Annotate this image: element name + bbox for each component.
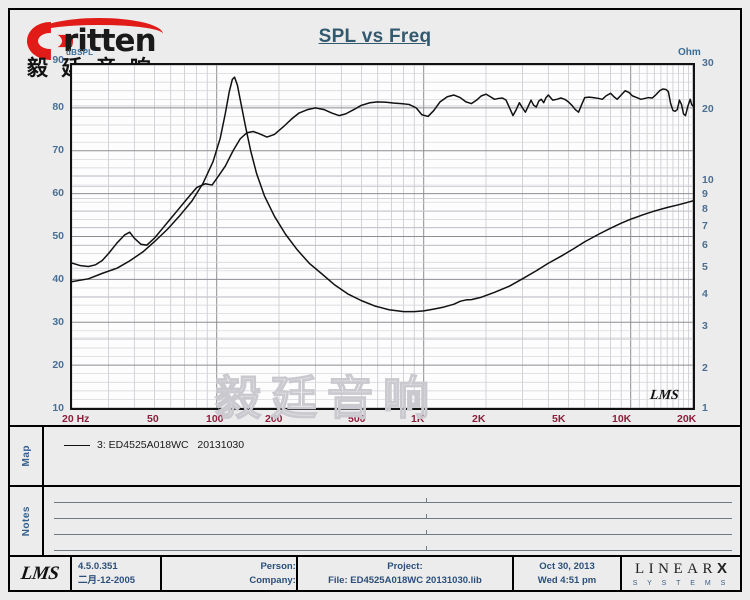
legend-item[interactable]: 3: ED4525A018WC 20131030	[64, 439, 244, 451]
file-label: File: ED4525A018WC 20131030.lib	[328, 574, 482, 586]
x-tick: 50	[147, 413, 159, 425]
x-tick: 20 Hz	[62, 413, 90, 425]
y-right-tick: 2	[702, 362, 708, 374]
notes-panel: Notes	[10, 487, 740, 557]
map-legend-area[interactable]: 3: ED4525A018WC 20131030	[44, 427, 740, 485]
y-right-tick: 7	[702, 220, 708, 232]
note-divider-tick	[426, 498, 427, 503]
note-rule	[54, 534, 732, 535]
notes-text-area[interactable]	[44, 487, 740, 555]
plot-canvas	[72, 65, 693, 408]
y-right-tick: 20	[702, 103, 714, 115]
note-divider-tick	[426, 530, 427, 535]
y-right-tick: 30	[702, 57, 714, 69]
note-divider-tick	[426, 514, 427, 519]
footer-brand-cell: LINEARX S Y S T E M S	[622, 557, 740, 590]
legend-label: 3: ED4525A018WC 20131030	[97, 439, 245, 451]
y-left-tick: 10	[52, 402, 64, 414]
y-right-tick: 4	[702, 288, 708, 300]
footer-project-cell[interactable]: Project: File: ED4525A018WC 20131030.lib	[298, 557, 514, 590]
y-right-tick: 9	[702, 188, 708, 200]
y-left-tick: 40	[52, 273, 64, 285]
y-left-tick: 80	[52, 101, 64, 113]
y-left-tick: 50	[52, 230, 64, 242]
footer-bar: LMS 4.5.0.351 二月-12-2005 Person: Company…	[10, 557, 740, 590]
y-left-tick: 90	[52, 54, 64, 66]
x-tick: 5K	[552, 413, 566, 425]
y-axis-left-label: dBSPL	[66, 48, 94, 57]
graph-panel: ritten 毅 廷 音 响 SPL vs Freq dBSPL Ohm 90 …	[10, 10, 740, 427]
map-tab-label: Map	[20, 445, 32, 467]
x-tick: 500	[348, 413, 366, 425]
y-left-tick: 30	[52, 316, 64, 328]
y-left-tick: 20	[52, 359, 64, 371]
y-right-tick: 1	[702, 402, 708, 414]
version-text: 4.5.0.351	[78, 560, 118, 572]
legend-line-swatch	[64, 444, 90, 446]
report-frame: ritten 毅 廷 音 响 SPL vs Freq dBSPL Ohm 90 …	[8, 8, 742, 592]
person-label: Person:	[260, 560, 296, 572]
x-tick: 2K	[472, 413, 486, 425]
x-tick: 100	[206, 413, 224, 425]
report-date: Oct 30, 2013	[539, 560, 595, 572]
note-rule	[54, 518, 732, 519]
footer-lms-logo-cell: LMS	[10, 557, 72, 590]
x-tick: 200	[265, 413, 283, 425]
y-right-tick: 8	[702, 203, 708, 215]
note-divider-tick	[426, 546, 427, 551]
footer-version-cell: 4.5.0.351 二月-12-2005	[72, 557, 162, 590]
footer-date-cell: Oct 30, 2013 Wed 4:51 pm	[514, 557, 622, 590]
y-left-tick: 60	[52, 187, 64, 199]
y-right-tick: 5	[702, 261, 708, 273]
y-right-tick: 6	[702, 239, 708, 251]
logo-swash-icon	[35, 18, 163, 34]
y-axis-right-label: Ohm	[678, 47, 701, 58]
plot-svg	[72, 65, 693, 408]
lms-logo: LMS	[19, 562, 61, 584]
linearx-x-glyph: X	[716, 559, 727, 577]
linearx-systems-label: S Y S T E M S	[632, 579, 730, 587]
lms-plot-watermark: LMS	[649, 388, 680, 403]
x-tick: 1K	[411, 413, 425, 425]
linearx-brand: LINEAR	[634, 560, 717, 577]
x-tick: 10K	[612, 413, 632, 425]
x-tick: 20K	[677, 413, 697, 425]
note-rule	[54, 550, 732, 551]
project-label: Project:	[387, 560, 423, 572]
report-time: Wed 4:51 pm	[537, 574, 597, 586]
plot-area[interactable]	[70, 63, 695, 410]
notes-tab[interactable]: Notes	[10, 487, 44, 555]
logo-wordmark: ritten	[63, 23, 157, 59]
build-date-text: 二月-12-2005	[78, 574, 136, 586]
y-right-tick: 10	[702, 174, 714, 186]
company-label: Company:	[249, 574, 296, 586]
y-left-tick: 70	[52, 144, 64, 156]
y-right-tick: 3	[702, 320, 708, 332]
notes-tab-label: Notes	[20, 505, 32, 537]
note-rule	[54, 502, 732, 503]
map-tab[interactable]: Map	[10, 427, 44, 485]
logo-e-icon	[27, 22, 73, 60]
page-title: SPL vs Freq	[318, 26, 432, 47]
map-panel: Map 3: ED4525A018WC 20131030	[10, 427, 740, 487]
footer-person-cell[interactable]: Person: Company:	[162, 557, 298, 590]
